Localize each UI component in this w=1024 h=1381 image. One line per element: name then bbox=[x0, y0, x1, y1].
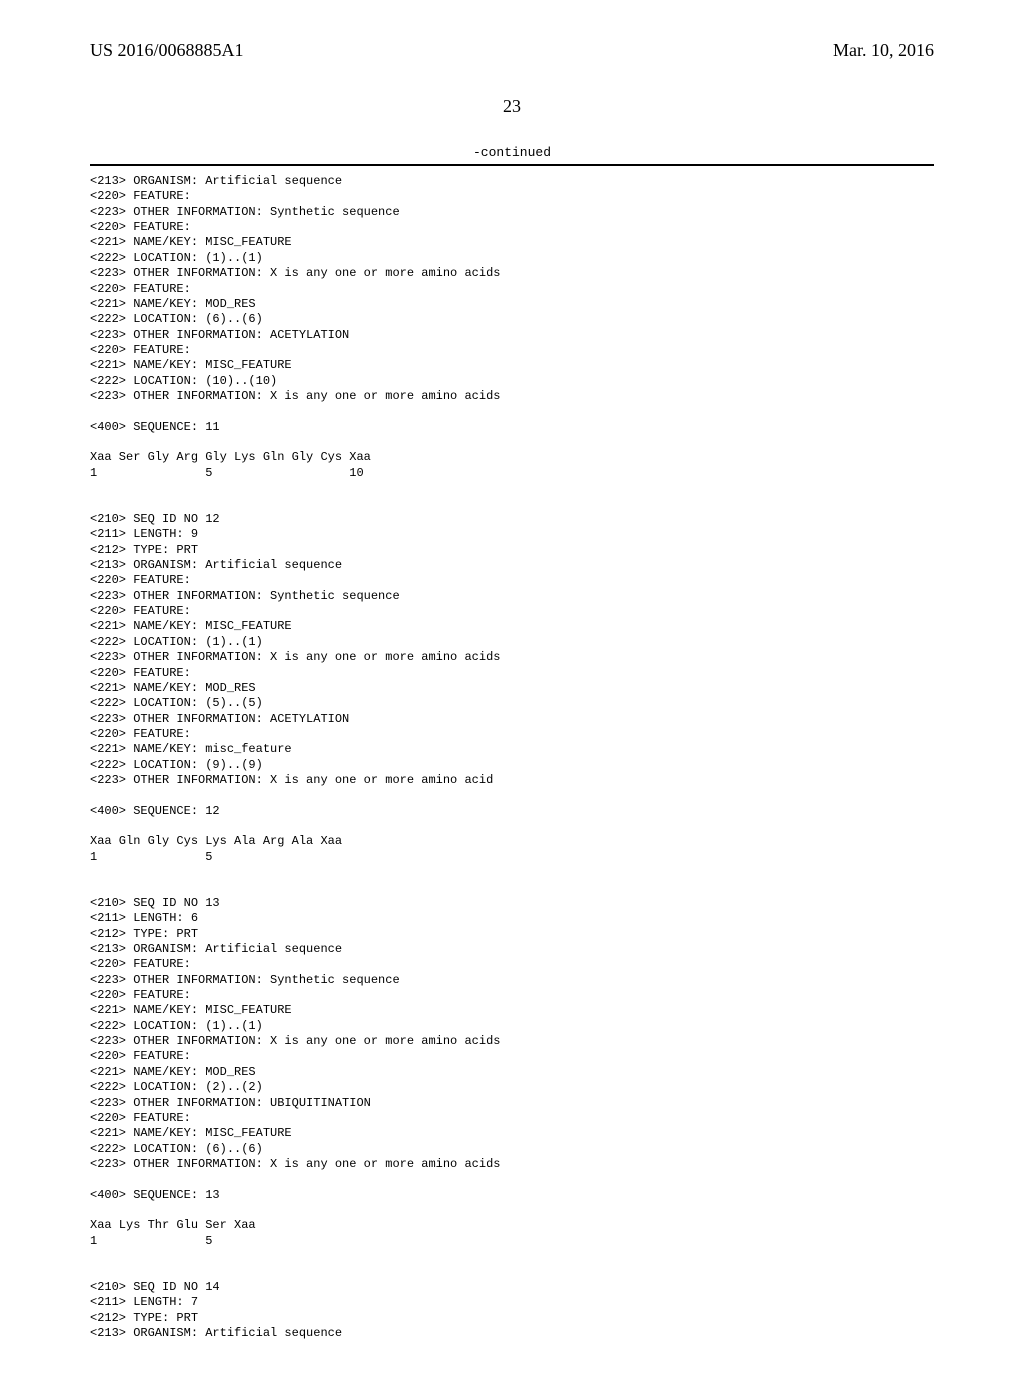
sequence-listing: <213> ORGANISM: Artificial sequence <220… bbox=[90, 174, 934, 1341]
continued-label: -continued bbox=[90, 145, 934, 160]
page-number: 23 bbox=[90, 96, 934, 117]
pub-date: Mar. 10, 2016 bbox=[833, 40, 934, 61]
page-header: US 2016/0068885A1 Mar. 10, 2016 bbox=[90, 40, 934, 61]
page-container: US 2016/0068885A1 Mar. 10, 2016 23 -cont… bbox=[0, 0, 1024, 1381]
rule-top bbox=[90, 164, 934, 166]
pub-number: US 2016/0068885A1 bbox=[90, 40, 244, 61]
